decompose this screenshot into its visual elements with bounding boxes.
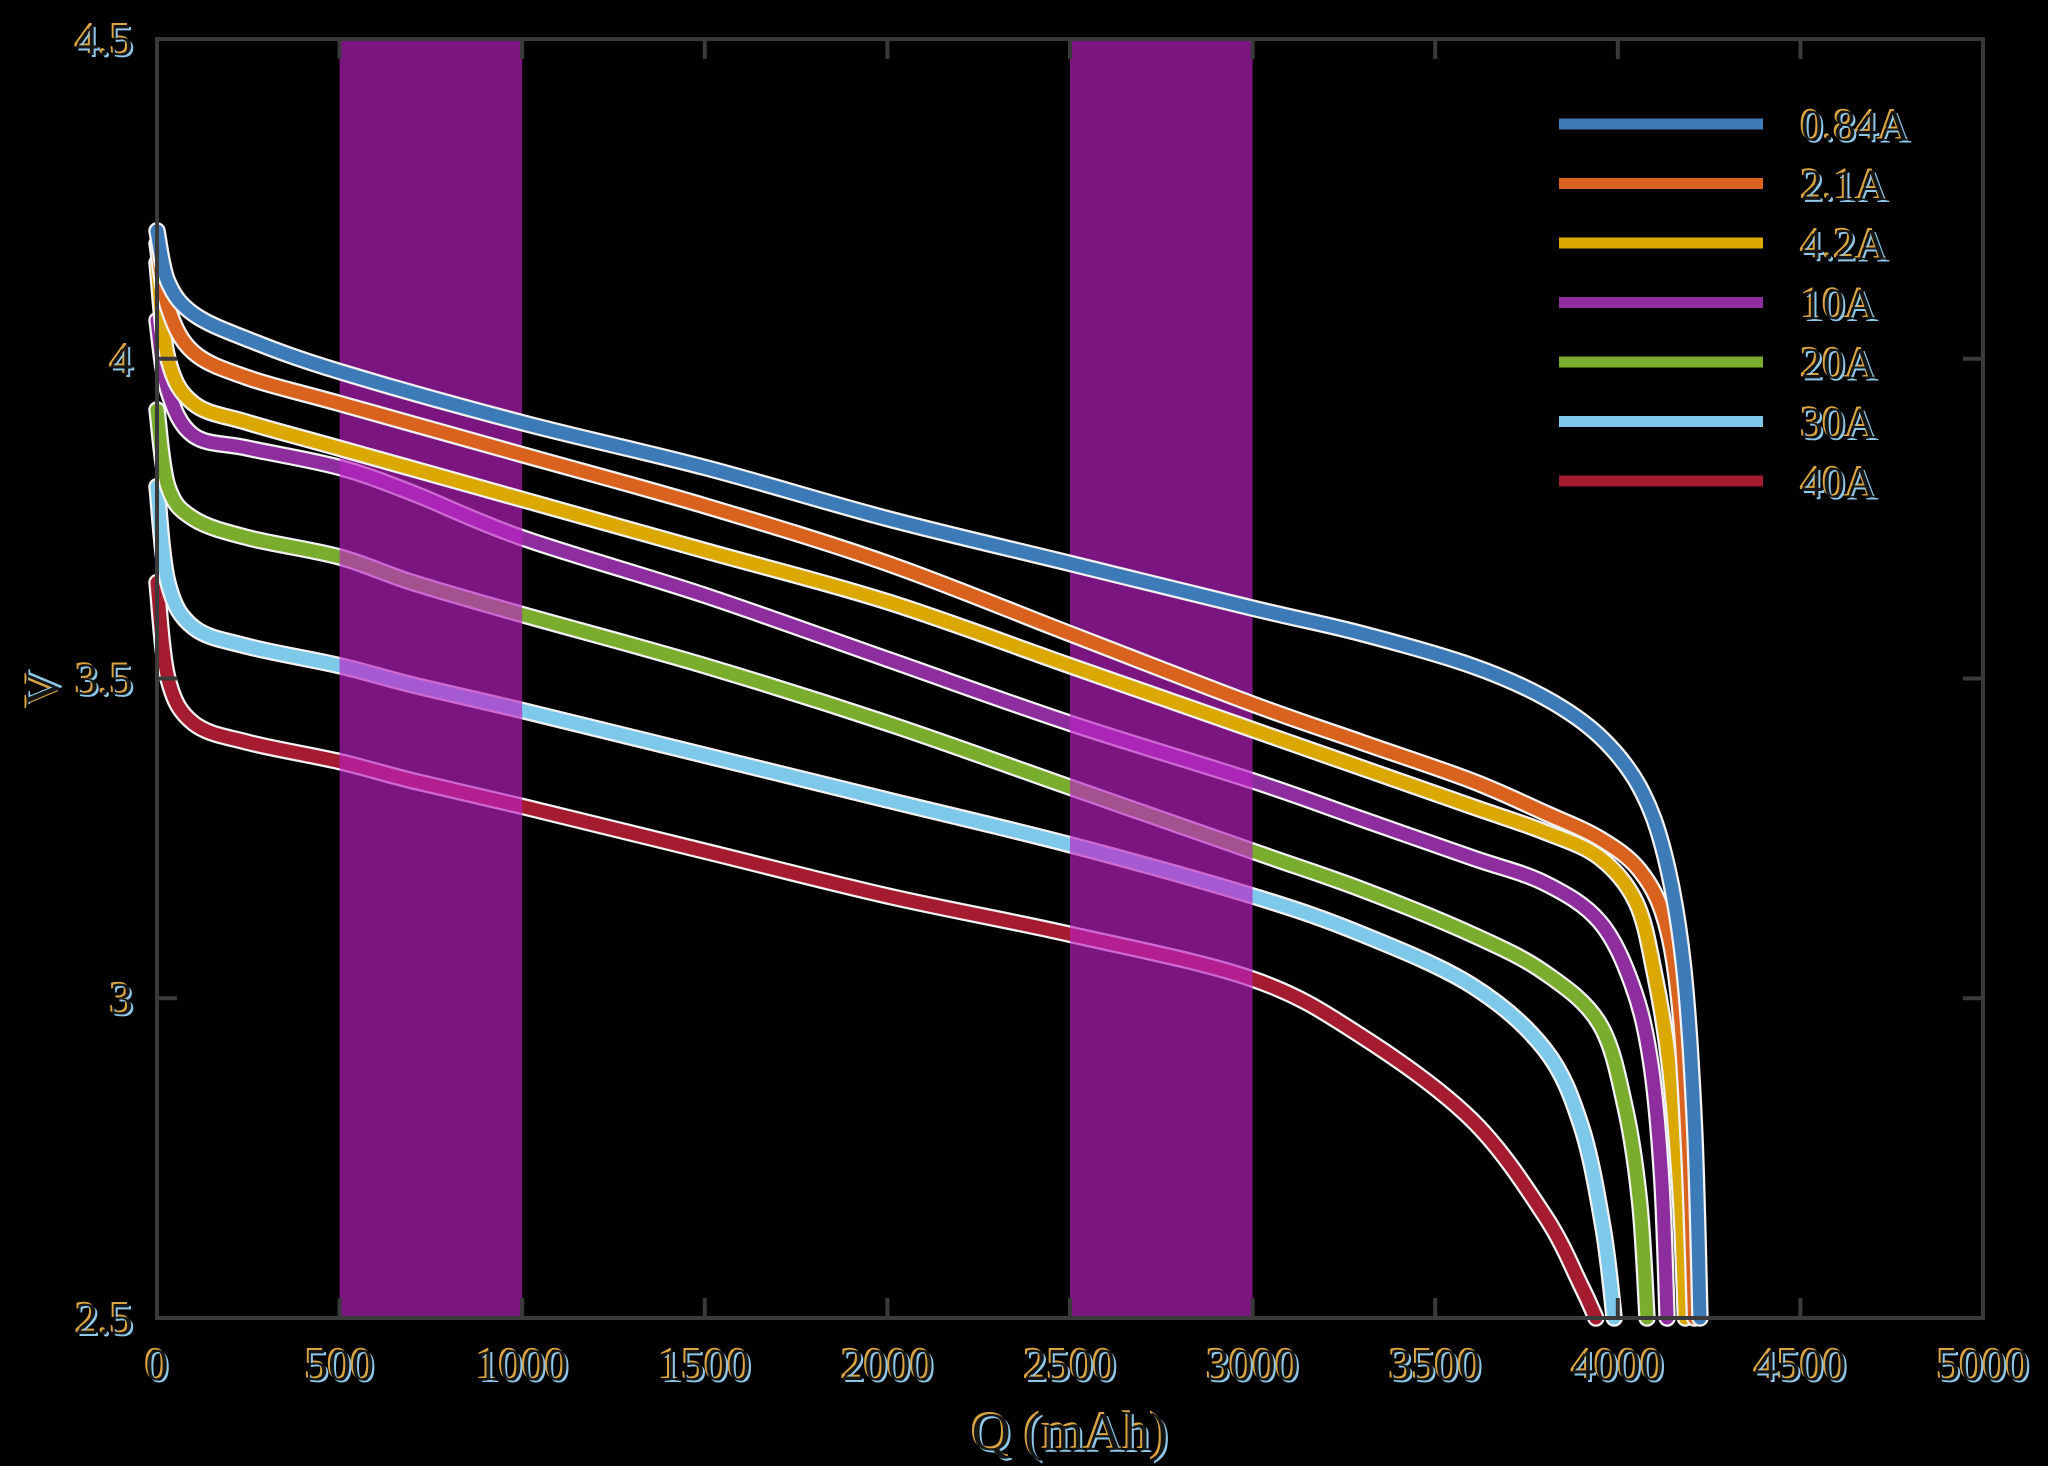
svg-text:4.5: 4.5 [76, 14, 134, 65]
svg-text:3.5: 3.5 [76, 654, 134, 705]
svg-text:0: 0 [146, 1339, 169, 1390]
svg-text:3: 3 [110, 973, 133, 1024]
svg-text:5000: 5000 [1937, 1339, 2029, 1390]
svg-text:2000: 2000 [841, 1339, 933, 1390]
svg-text:4500: 4500 [1754, 1339, 1846, 1390]
svg-text:4000: 4000 [1572, 1339, 1664, 1390]
svg-text:4.2A: 4.2A [1801, 220, 1888, 269]
svg-text:3000: 3000 [1207, 1339, 1299, 1390]
svg-text:3500: 3500 [1389, 1339, 1481, 1390]
svg-text:2.1A: 2.1A [1801, 161, 1888, 210]
svg-text:1000: 1000 [476, 1339, 568, 1390]
svg-text:500: 500 [305, 1339, 374, 1390]
svg-text:30A: 30A [1801, 399, 1877, 448]
svg-text:10A: 10A [1801, 280, 1877, 329]
svg-text:Q (mAh): Q (mAh) [972, 1402, 1168, 1462]
svg-text:40A: 40A [1801, 458, 1877, 507]
svg-text:1500: 1500 [659, 1339, 751, 1390]
svg-text:V: V [14, 670, 70, 706]
svg-text:2.5: 2.5 [76, 1293, 134, 1344]
svg-text:0.84A: 0.84A [1801, 101, 1910, 150]
svg-text:4: 4 [110, 334, 133, 385]
svg-text:2500: 2500 [1024, 1339, 1116, 1390]
svg-text:20A: 20A [1801, 339, 1877, 388]
